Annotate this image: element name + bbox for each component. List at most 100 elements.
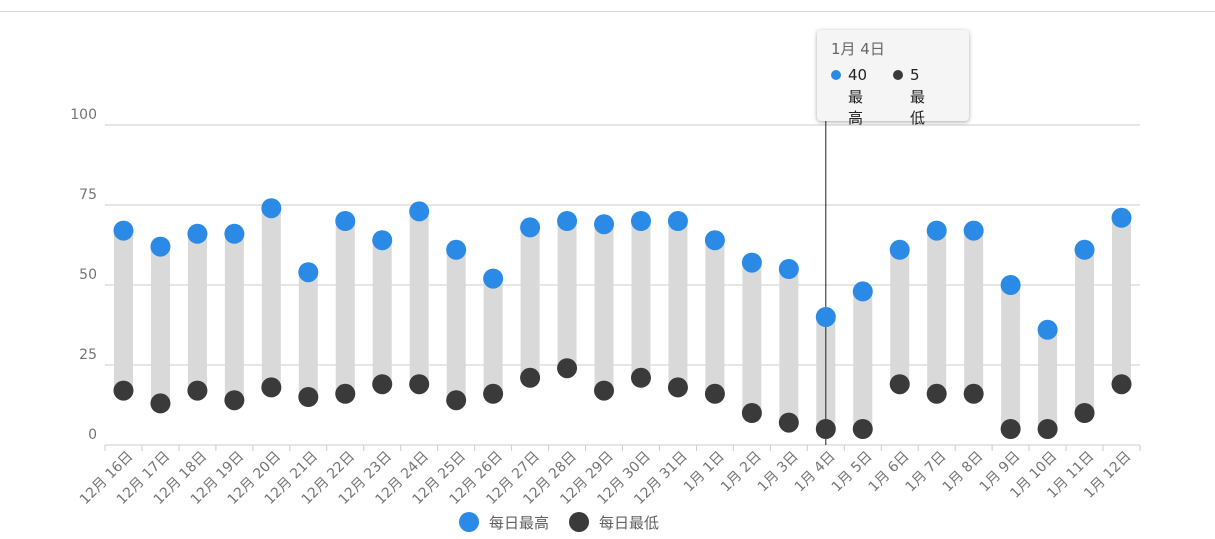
tooltip-low-dot — [893, 70, 903, 80]
y-tick-label: 25 — [79, 347, 97, 363]
low-point[interactable] — [1074, 403, 1095, 423]
high-point[interactable] — [113, 220, 134, 241]
low-point[interactable] — [557, 358, 578, 379]
low-point[interactable] — [1111, 374, 1132, 395]
legend-high-label: 每日最高 — [489, 513, 550, 532]
x-tick-label: 1月 2日 — [718, 449, 765, 496]
legend-item-high[interactable]: 每日最高 — [459, 512, 549, 533]
high-point[interactable] — [557, 211, 578, 231]
high-point[interactable] — [815, 307, 836, 327]
x-tick-label: 1月 3日 — [755, 449, 802, 496]
low-point[interactable] — [446, 390, 467, 411]
low-point[interactable] — [852, 419, 873, 439]
low-point[interactable] — [224, 390, 245, 411]
low-point[interactable] — [150, 393, 171, 414]
low-point[interactable] — [667, 377, 688, 398]
high-point[interactable] — [224, 223, 245, 244]
high-point[interactable] — [704, 230, 725, 251]
low-point[interactable] — [926, 383, 947, 404]
high-point[interactable] — [594, 214, 615, 235]
high-point[interactable] — [1037, 319, 1058, 340]
x-tick-label: 1月 7日 — [903, 449, 950, 496]
low-point[interactable] — [963, 383, 984, 404]
low-point[interactable] — [704, 383, 725, 404]
y-tick-label: 75 — [79, 187, 97, 203]
range-bar — [631, 221, 651, 378]
tooltip-low: 5 最低 — [893, 66, 937, 128]
range-bar — [705, 240, 725, 394]
high-point[interactable] — [889, 239, 910, 260]
tooltip-high: 40 最高 — [831, 66, 875, 128]
low-point[interactable] — [113, 380, 134, 401]
high-point[interactable] — [1000, 275, 1021, 295]
legend-item-low[interactable]: 每日最低 — [569, 512, 659, 533]
high-point[interactable] — [446, 239, 467, 260]
top-divider — [0, 11, 1215, 12]
range-bar — [927, 230, 947, 394]
high-point[interactable] — [187, 223, 208, 244]
y-tick-label: 100 — [70, 107, 97, 123]
low-point[interactable] — [594, 380, 615, 401]
range-bar — [594, 224, 614, 391]
low-point[interactable] — [1000, 419, 1021, 439]
high-point[interactable] — [926, 220, 947, 241]
high-point[interactable] — [372, 230, 393, 251]
low-point[interactable] — [187, 380, 208, 401]
low-point[interactable] — [372, 374, 393, 395]
range-bar — [1038, 329, 1058, 429]
tooltip-high-value: 40 — [848, 66, 868, 84]
low-point[interactable] — [298, 387, 319, 407]
high-point[interactable] — [741, 252, 762, 273]
low-point[interactable] — [630, 367, 651, 388]
legend-low-label: 每日最低 — [599, 513, 660, 532]
range-bar — [335, 221, 355, 394]
low-point[interactable] — [483, 383, 504, 404]
high-point[interactable] — [409, 201, 430, 222]
high-point[interactable] — [150, 236, 171, 257]
range-bar — [668, 221, 688, 388]
low-point[interactable] — [741, 403, 762, 423]
high-point[interactable] — [261, 198, 282, 219]
tooltip-high-label: 最高 — [848, 88, 864, 127]
high-point[interactable] — [963, 220, 984, 241]
range-bar — [261, 208, 281, 388]
range-bar — [372, 240, 392, 385]
low-point[interactable] — [335, 383, 356, 404]
range-bar — [224, 233, 244, 401]
range-bar — [298, 272, 318, 397]
range-bar — [150, 246, 170, 404]
high-point[interactable] — [335, 211, 356, 231]
low-point[interactable] — [1037, 419, 1058, 439]
high-point[interactable] — [852, 281, 873, 302]
high-point[interactable] — [483, 268, 504, 289]
high-point[interactable] — [667, 211, 688, 231]
high-point[interactable] — [1074, 239, 1095, 260]
range-bar — [557, 221, 577, 369]
low-point[interactable] — [889, 374, 910, 395]
chart-legend: 每日最高 每日最低 — [459, 509, 679, 535]
y-tick-label: 50 — [79, 267, 97, 283]
high-point[interactable] — [778, 259, 799, 279]
tooltip-title: 1月 4日 — [831, 40, 885, 58]
low-point[interactable] — [778, 412, 799, 433]
range-bar — [409, 211, 429, 385]
range-bar — [1075, 249, 1095, 413]
low-point[interactable] — [409, 374, 430, 395]
range-bar — [1001, 285, 1021, 429]
data-points[interactable] — [113, 198, 1132, 439]
low-point[interactable] — [261, 377, 282, 398]
high-point[interactable] — [630, 211, 651, 231]
y-tick-label: 0 — [88, 427, 97, 443]
range-bar — [964, 230, 984, 394]
low-point[interactable] — [815, 419, 836, 439]
high-point[interactable] — [520, 217, 541, 238]
range-bar — [1112, 217, 1132, 385]
high-point[interactable] — [298, 262, 319, 283]
tooltip-low-value: 5 — [910, 66, 920, 84]
high-point[interactable] — [1111, 207, 1132, 228]
low-point[interactable] — [520, 367, 541, 388]
range-bar — [446, 249, 466, 401]
x-tick-label: 1月 6日 — [866, 449, 913, 496]
tooltip-low-label: 最低 — [910, 88, 926, 127]
